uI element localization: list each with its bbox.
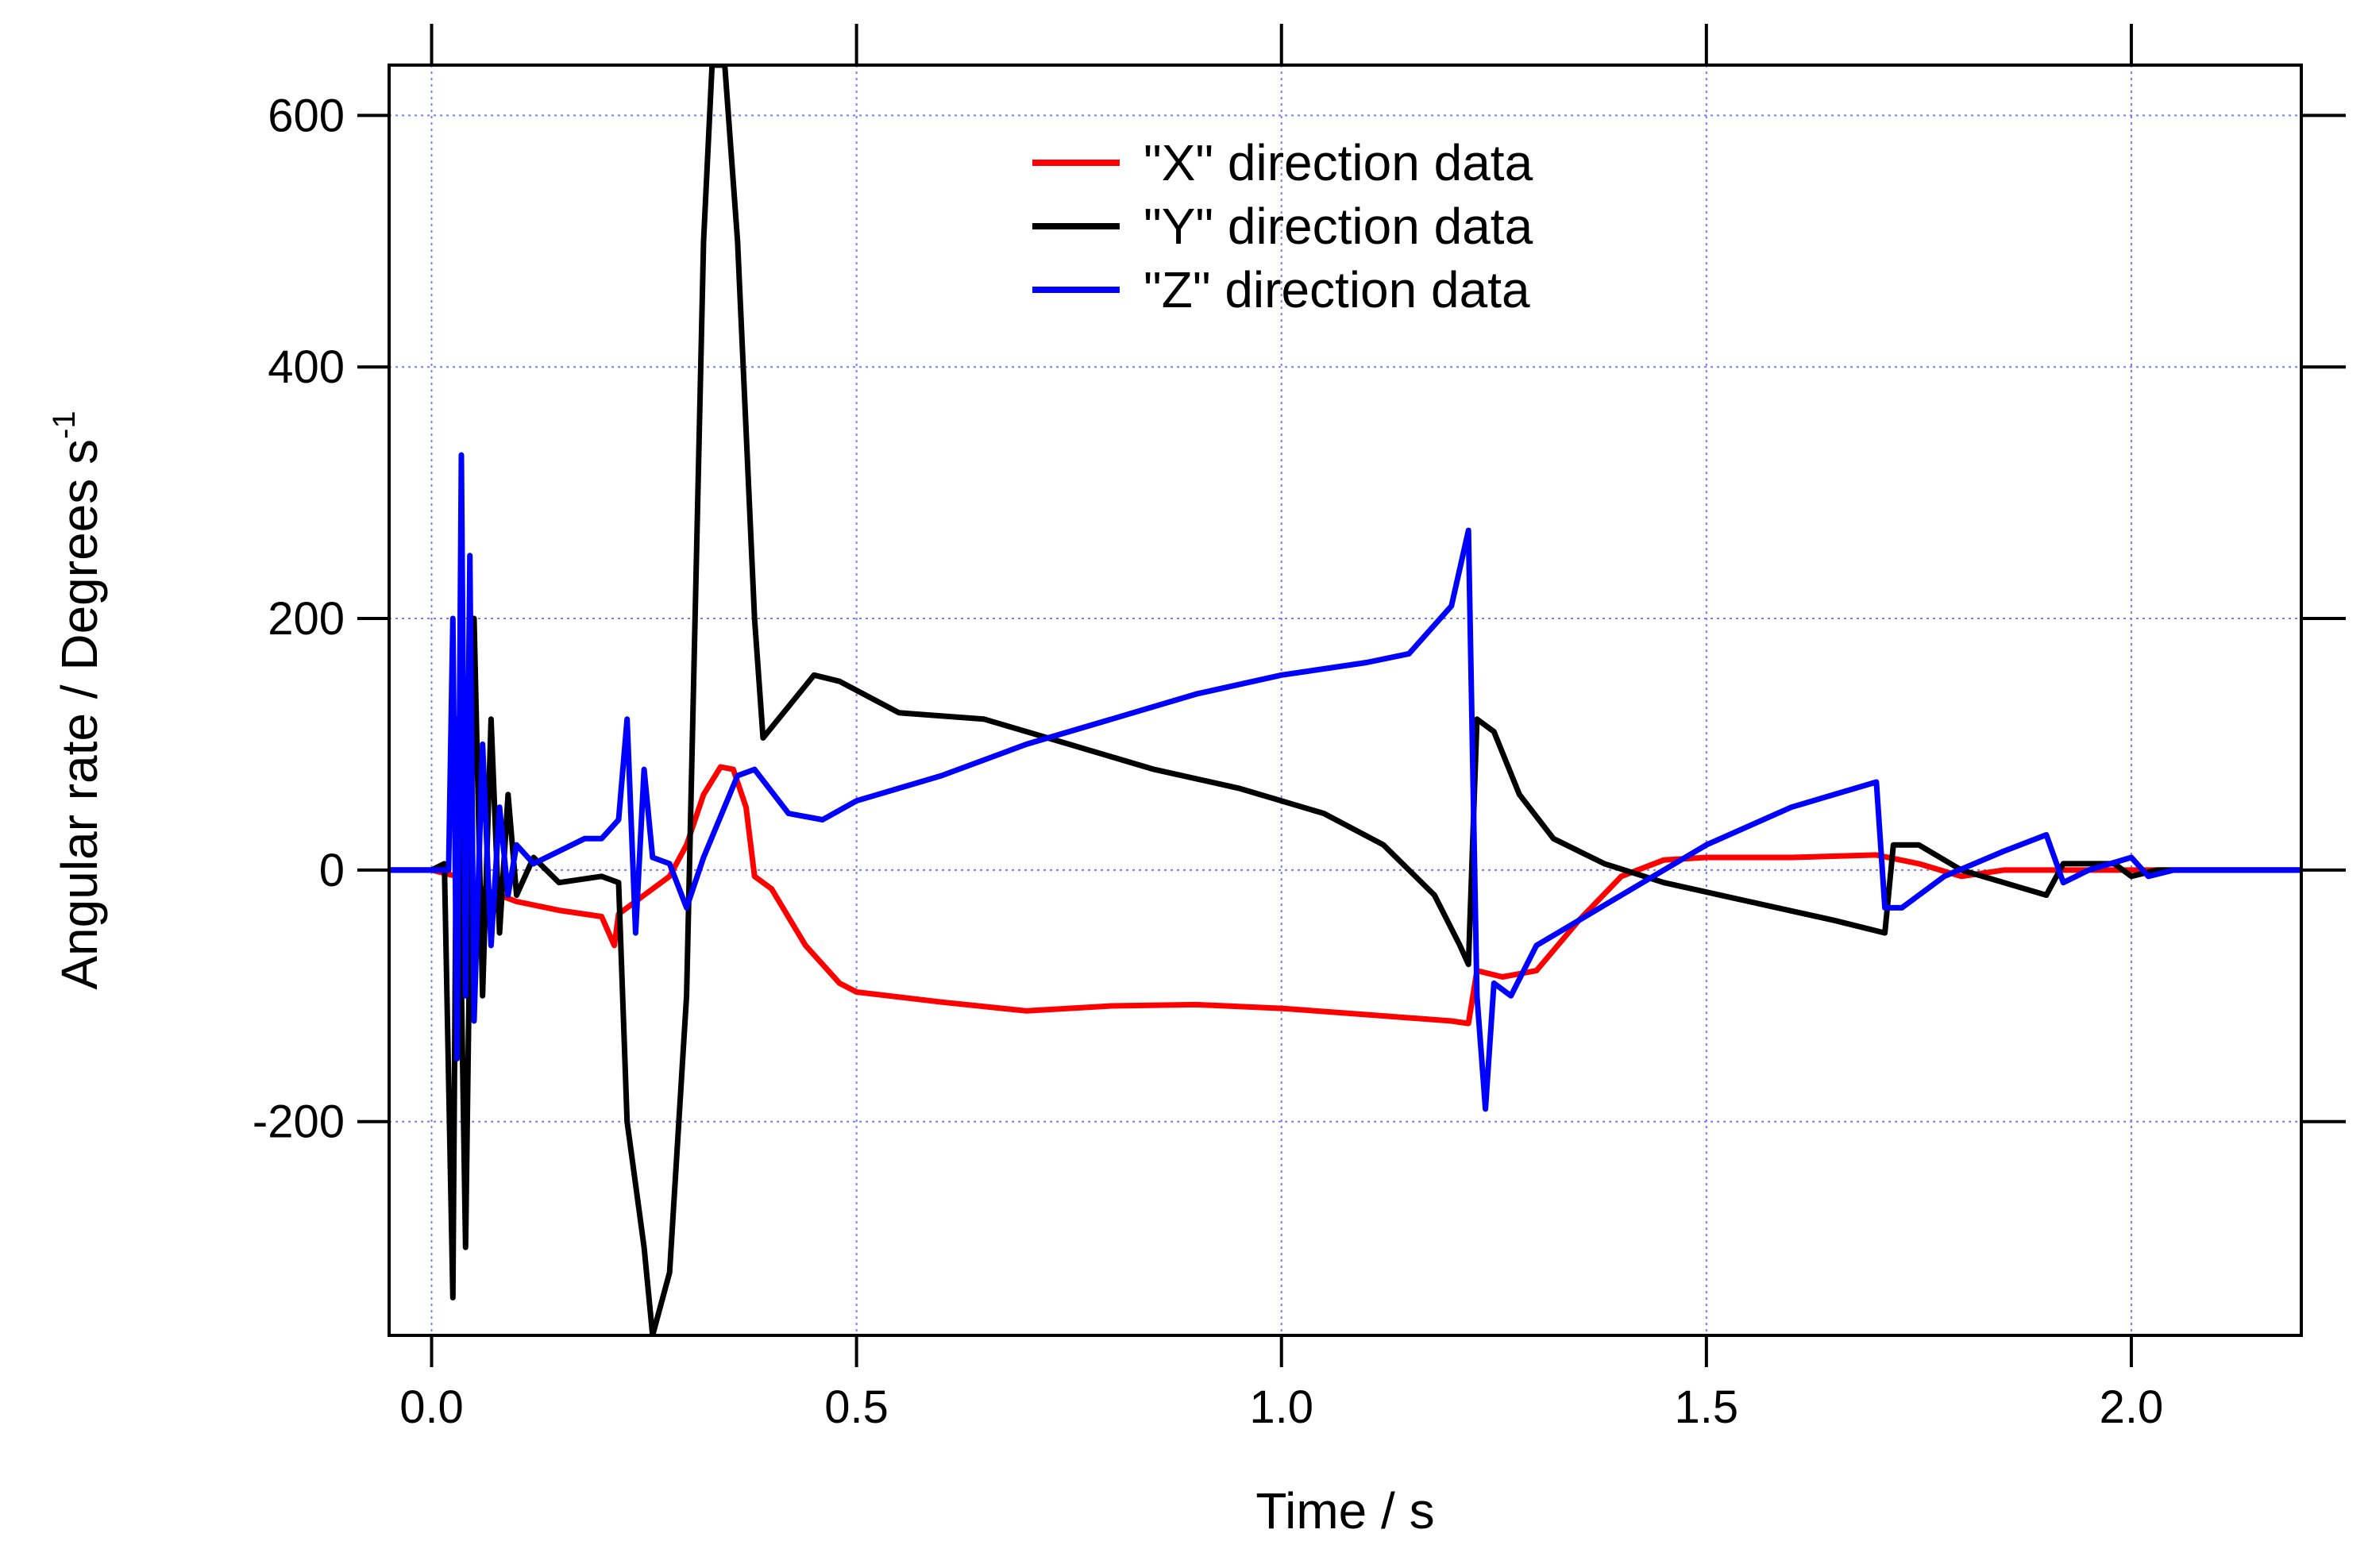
series-lines xyxy=(389,65,2301,1335)
plot-frame xyxy=(388,64,2303,1337)
y-tick-label: 600 xyxy=(268,90,345,141)
y-tick-label: 400 xyxy=(268,341,345,393)
y-tick-label: 200 xyxy=(268,593,345,645)
y-axis-title-main: Angular rate / Degrees s xyxy=(51,439,108,990)
y-tick-label: 0 xyxy=(319,845,345,896)
legend-label: "Z" direction data xyxy=(1144,261,1530,318)
y-axis-title-superscript: -1 xyxy=(47,410,82,439)
axis-ticks: 0.0 0.5 1.0 1.5 2.0 -200 0 200 400 600 xyxy=(253,24,2346,1433)
x-tick-label: 0.5 xyxy=(824,1381,889,1433)
x-tick-label: 1.0 xyxy=(1249,1381,1313,1433)
x-axis-title: Time / s xyxy=(1255,1482,1434,1539)
series-line-y xyxy=(389,65,2301,1335)
y-tick-label: -200 xyxy=(253,1096,345,1148)
legend: "X" direction data "Y" direction data "Z" … xyxy=(1032,134,1533,318)
legend-label: "X" direction data xyxy=(1144,134,1533,191)
y-axis-title: Angular rate / Degrees s-1 xyxy=(47,410,108,989)
series-line-x xyxy=(389,764,2301,1027)
legend-label: "Y" direction data xyxy=(1144,198,1533,255)
x-tick-label: 0.0 xyxy=(399,1381,464,1433)
series-line-z xyxy=(389,452,2301,1112)
x-tick-label: 2.0 xyxy=(2100,1381,2164,1433)
x-tick-label: 1.5 xyxy=(1675,1381,1739,1433)
